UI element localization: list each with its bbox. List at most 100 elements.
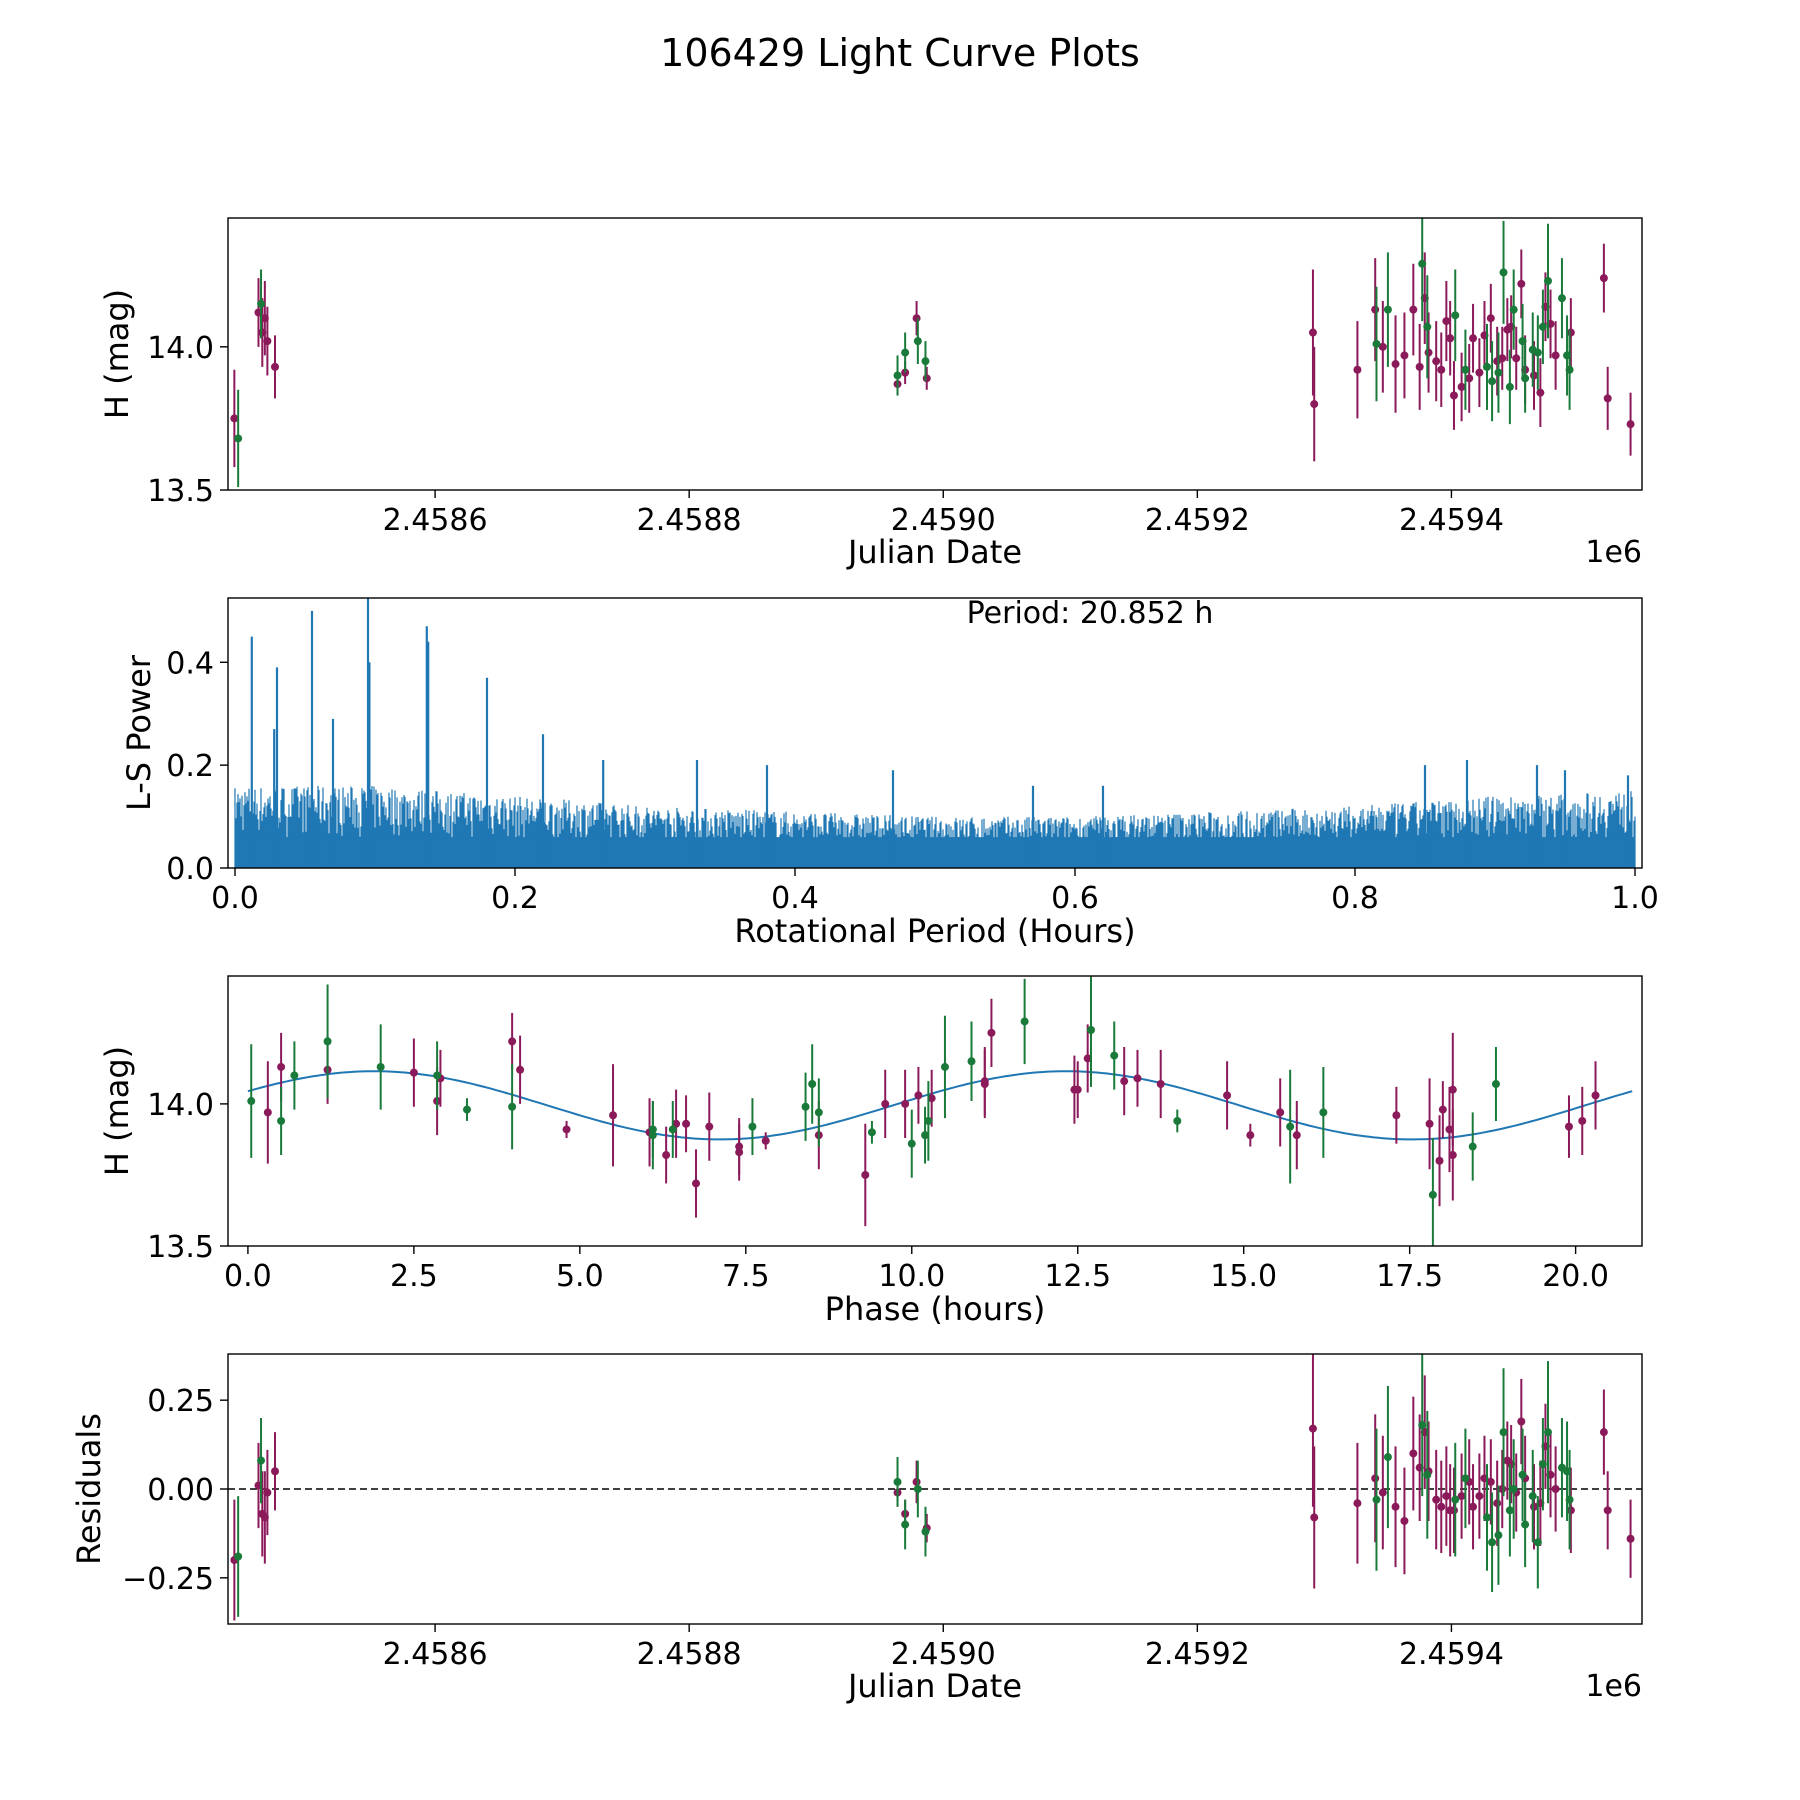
lightcurve-ylabel: H (mag) [98, 289, 136, 419]
data-point-green [1499, 268, 1508, 277]
data-point-green [1505, 1506, 1514, 1515]
data-point-purple [230, 414, 239, 423]
data-point-green [1521, 374, 1530, 383]
x-tick-label: 10.0 [878, 1259, 945, 1294]
data-point-purple [516, 1065, 525, 1074]
data-point-purple [562, 1125, 571, 1134]
data-point-purple [705, 1122, 714, 1131]
data-point-purple [1425, 1119, 1434, 1128]
data-point-purple [1475, 1492, 1484, 1501]
data-point-purple [1445, 1125, 1454, 1134]
data-point-purple [927, 1094, 936, 1103]
y-tick-label: −0.25 [122, 1562, 214, 1597]
x-tick-label: 2.4592 [1145, 1637, 1250, 1672]
data-point-green [748, 1122, 757, 1131]
data-point-purple [1626, 1534, 1635, 1543]
data-point-purple [1310, 1513, 1319, 1522]
data-point-green [1494, 1531, 1503, 1540]
data-point-green [1383, 1453, 1392, 1462]
data-point-purple [1448, 1085, 1457, 1094]
data-point-green [1557, 294, 1566, 303]
data-point-purple [1475, 368, 1484, 377]
data-point-green [940, 1062, 949, 1071]
data-point-purple [980, 1080, 989, 1088]
data-point-green [1483, 362, 1492, 371]
data-point-purple [692, 1179, 701, 1188]
data-point-purple [1308, 328, 1317, 337]
data-point-green [1428, 1190, 1437, 1199]
data-point-green [801, 1102, 810, 1111]
data-point-purple [1073, 1085, 1082, 1094]
data-point-purple [1448, 1151, 1457, 1160]
data-point-purple [1578, 1116, 1587, 1125]
data-point-green [1509, 305, 1518, 314]
data-point-purple [901, 1099, 910, 1108]
data-point-purple [1432, 1495, 1441, 1504]
y-tick-label: 13.5 [147, 474, 214, 509]
data-point-purple [1498, 1485, 1507, 1493]
x-tick-label: 1.0 [1611, 881, 1659, 916]
data-point-green [1087, 1026, 1096, 1034]
data-point-purple [1465, 374, 1474, 383]
data-point-green [376, 1062, 385, 1071]
data-point-purple [271, 1467, 280, 1476]
y-tick-label: 14.0 [147, 331, 214, 366]
data-point-green [1468, 1142, 1477, 1151]
data-point-purple [1432, 357, 1441, 366]
data-point-purple [1223, 1091, 1232, 1100]
data-point-green [234, 1552, 243, 1561]
lightcurve-frame [227, 217, 1643, 491]
data-point-purple [1469, 334, 1478, 343]
data-point-green [967, 1057, 976, 1066]
residuals-plot-area [228, 1354, 1642, 1621]
data-point-green [814, 1108, 823, 1117]
data-point-green [1423, 322, 1432, 331]
data-point-purple [1378, 342, 1387, 351]
data-point-purple [1486, 1477, 1495, 1486]
data-point-purple [1603, 1506, 1612, 1515]
data-point-green [901, 1520, 910, 1529]
data-point-green [867, 1128, 876, 1137]
data-point-purple [1566, 1506, 1575, 1515]
data-point-green [1543, 276, 1552, 285]
x-tick-label: 7.5 [722, 1259, 770, 1294]
lightcurve-xlabel: Julian Date [846, 533, 1022, 571]
data-point-purple [508, 1037, 517, 1046]
y-tick-label: 0.4 [166, 646, 214, 681]
data-point-purple [1391, 360, 1400, 369]
y-tick-label: 0.25 [147, 1384, 214, 1419]
y-tick-label: 0.0 [166, 852, 214, 887]
data-point-purple [735, 1142, 744, 1151]
data-point-purple [263, 1488, 272, 1497]
y-tick-label: 13.5 [147, 1230, 214, 1265]
data-point-purple [1310, 400, 1319, 409]
data-point-green [921, 1131, 930, 1140]
data-point-green [1521, 1520, 1530, 1529]
data-point-purple [1551, 1485, 1560, 1493]
x-tick-label: 5.0 [556, 1259, 604, 1294]
x-tick-label: 17.5 [1376, 1259, 1443, 1294]
panel-phased-lightcurve: 0.0 2.5 5.0 7.5 10.0 12.5 15.0 17.5 20.0 13.5 14.0… [98, 975, 1643, 1328]
y-tick-label: 0.00 [147, 1473, 214, 1508]
x-tick-label: 2.4592 [1145, 503, 1250, 538]
data-point-purple [922, 374, 931, 383]
data-point-purple [277, 1062, 286, 1071]
data-point-green [1461, 1474, 1470, 1483]
x-tick-label: 2.4588 [637, 503, 742, 538]
data-point-purple [1438, 1105, 1447, 1114]
data-point-green [323, 1037, 332, 1046]
data-point-purple [1371, 1474, 1380, 1483]
data-point-purple [1437, 1502, 1446, 1511]
data-point-green [893, 1477, 902, 1486]
data-point-purple [1599, 274, 1608, 283]
data-point-purple [1083, 1054, 1092, 1063]
data-point-green [1565, 365, 1574, 374]
periodogram-frame [227, 597, 1643, 869]
data-point-green [1286, 1122, 1295, 1131]
data-point-purple [1449, 1506, 1458, 1515]
data-point-green [1505, 382, 1514, 391]
data-point-purple [1392, 1111, 1401, 1120]
data-point-purple [1391, 1502, 1400, 1511]
data-point-green [1372, 339, 1381, 348]
